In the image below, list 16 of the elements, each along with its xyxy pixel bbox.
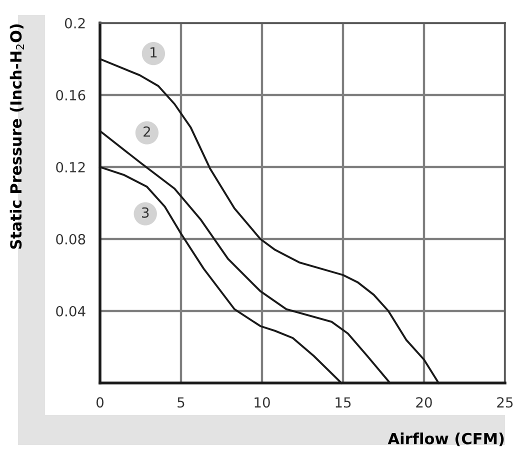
x-tick-label: 5 <box>178 397 184 408</box>
y-tick-label: 0.16 <box>56 90 86 100</box>
annotation: 3 <box>142 207 149 218</box>
y-tick-label: 0.2 <box>64 18 85 28</box>
y-tick-label: 0.08 <box>56 234 86 244</box>
y-tick-label: 0.12 <box>56 162 85 172</box>
x-tick-label: 15 <box>336 397 351 408</box>
annotation: 2 <box>144 126 150 137</box>
x-tick-label: 20 <box>416 397 432 408</box>
y-tick-label: 0.04 <box>56 306 86 316</box>
x-tick-label: 0 <box>96 397 104 408</box>
y-axis-title: Static Pressure (Inch-H$_{2}$O) <box>10 24 24 249</box>
annotation: 1 <box>150 47 157 58</box>
x-tick-label: 25 <box>497 397 513 408</box>
x-axis-title: Airflow (CFM) <box>388 432 504 446</box>
x-tick-label: 10 <box>254 397 270 408</box>
